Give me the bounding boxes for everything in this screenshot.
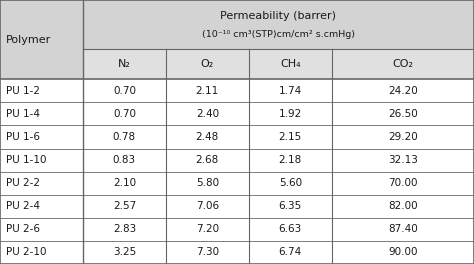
Bar [83, 49, 166, 79]
Text: 1.92: 1.92 [279, 109, 302, 119]
Bar [0, 148, 474, 172]
Text: 24.20: 24.20 [388, 86, 418, 96]
Text: 82.00: 82.00 [388, 201, 418, 211]
Text: 2.18: 2.18 [279, 155, 302, 165]
Bar [249, 49, 332, 79]
Bar [332, 49, 474, 79]
Text: CH₄: CH₄ [280, 59, 301, 69]
Text: 5.80: 5.80 [196, 178, 219, 188]
Text: Permeability (barrer): Permeability (barrer) [220, 11, 337, 21]
Text: PU 1-4: PU 1-4 [6, 109, 40, 119]
Text: 7.30: 7.30 [196, 247, 219, 257]
Text: 0.70: 0.70 [113, 86, 136, 96]
Text: 2.83: 2.83 [113, 224, 136, 234]
Bar [0, 102, 474, 125]
Text: (10⁻¹⁰ cm³(STP)cm/cm² s.cmHg): (10⁻¹⁰ cm³(STP)cm/cm² s.cmHg) [202, 30, 355, 39]
Text: 26.50: 26.50 [388, 109, 418, 119]
Text: PU 2-4: PU 2-4 [6, 201, 40, 211]
Text: 87.40: 87.40 [388, 224, 418, 234]
Bar [0, 172, 474, 195]
Text: 0.83: 0.83 [113, 155, 136, 165]
Text: 5.60: 5.60 [279, 178, 302, 188]
Text: 0.78: 0.78 [113, 132, 136, 142]
Text: PU 2-10: PU 2-10 [6, 247, 46, 257]
Text: PU 2-6: PU 2-6 [6, 224, 40, 234]
Bar [0, 241, 474, 264]
Text: 90.00: 90.00 [388, 247, 418, 257]
Text: 0.70: 0.70 [113, 109, 136, 119]
Text: PU 2-2: PU 2-2 [6, 178, 40, 188]
Text: 6.63: 6.63 [279, 224, 302, 234]
Bar [166, 49, 249, 79]
Text: 7.20: 7.20 [196, 224, 219, 234]
Bar [0, 218, 474, 241]
Text: 70.00: 70.00 [388, 178, 418, 188]
Bar [0, 195, 474, 218]
Text: 1.74: 1.74 [279, 86, 302, 96]
Text: 2.57: 2.57 [113, 201, 136, 211]
Bar [0, 49, 83, 79]
Text: PU 1-2: PU 1-2 [6, 86, 40, 96]
Text: PU 1-6: PU 1-6 [6, 132, 40, 142]
Text: 7.06: 7.06 [196, 201, 219, 211]
Text: Polymer: Polymer [6, 35, 51, 45]
Text: 32.13: 32.13 [388, 155, 418, 165]
Text: 3.25: 3.25 [113, 247, 136, 257]
Text: 2.15: 2.15 [279, 132, 302, 142]
Text: 6.35: 6.35 [279, 201, 302, 211]
Text: PU 1-10: PU 1-10 [6, 155, 46, 165]
Text: O₂: O₂ [201, 59, 214, 69]
Text: 6.74: 6.74 [279, 247, 302, 257]
Text: N₂: N₂ [118, 59, 131, 69]
Text: 2.48: 2.48 [196, 132, 219, 142]
Bar [0, 125, 474, 148]
Text: 2.10: 2.10 [113, 178, 136, 188]
Text: 2.11: 2.11 [196, 86, 219, 96]
Bar [0, 0, 474, 49]
Text: 2.40: 2.40 [196, 109, 219, 119]
Bar [0, 79, 474, 102]
Text: CO₂: CO₂ [392, 59, 413, 69]
Text: 29.20: 29.20 [388, 132, 418, 142]
Text: 2.68: 2.68 [196, 155, 219, 165]
